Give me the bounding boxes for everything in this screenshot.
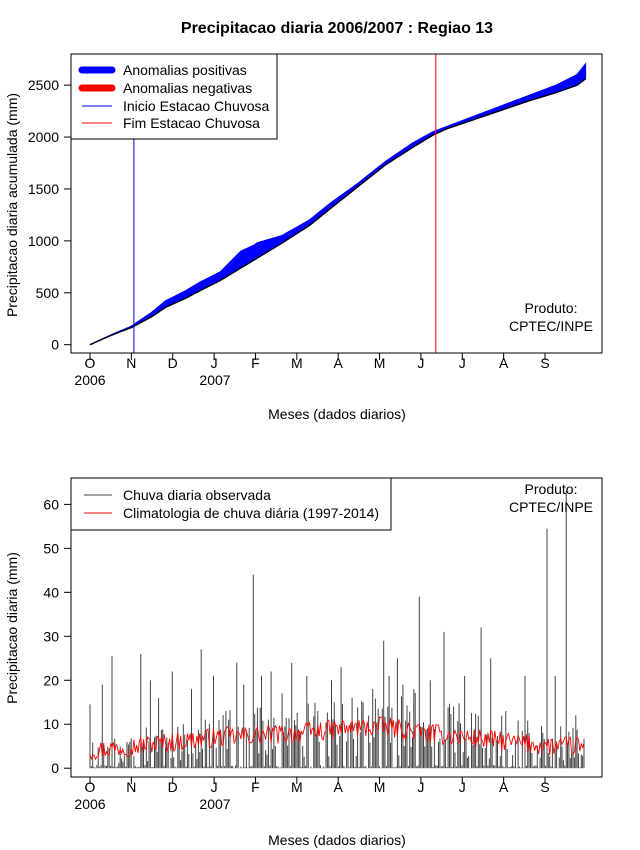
climatology-daily-line bbox=[89, 715, 585, 761]
legend-label-season-start: Inicio Estacao Chuvosa bbox=[123, 98, 270, 114]
bottom-y-tick-label: 20 bbox=[43, 672, 59, 688]
legend-label-climatology: Climatologia de chuva diária (1997-2014) bbox=[123, 505, 379, 521]
top-y-tick-label: 1000 bbox=[28, 233, 59, 249]
bottom-x-tick-label: A bbox=[499, 779, 509, 795]
bottom-y-tick-label: 30 bbox=[43, 628, 59, 644]
bottom-x-tick-label: F bbox=[251, 779, 260, 795]
bottom-x-tick-label: M bbox=[291, 779, 303, 795]
bottom-x-tick-label: N bbox=[126, 779, 136, 795]
bottom-x-tick-label: J bbox=[211, 779, 218, 795]
chart-title: Precipitacao diaria 2006/2007 : Regiao 1… bbox=[181, 20, 493, 37]
bottom-x-tick-label: J bbox=[417, 779, 424, 795]
bottom-y-tick-label: 50 bbox=[43, 540, 59, 556]
top-x-tick-label: N bbox=[126, 355, 136, 371]
top-year-2007: 2007 bbox=[199, 372, 230, 388]
bottom-x-tick-label: S bbox=[540, 779, 549, 795]
bottom-y-tick-label: 10 bbox=[43, 716, 59, 732]
legend-label-observed: Chuva diaria observada bbox=[123, 487, 271, 503]
top-x-tick-label: S bbox=[540, 355, 549, 371]
top-x-tick-label: M bbox=[374, 355, 386, 371]
top-legend: Anomalias positivas Anomalias negativas … bbox=[70, 53, 278, 140]
top-x-tick-label: M bbox=[291, 355, 303, 371]
bottom-product-label: Produto: bbox=[525, 481, 578, 497]
bottom-legend-box bbox=[70, 477, 392, 531]
top-y-tick-label: 1500 bbox=[28, 181, 59, 197]
top-x-tick-label: D bbox=[168, 355, 178, 371]
top-x-tick-label: J bbox=[211, 355, 218, 371]
top-y-axis-label: Precipitacao diaria acumulada (mm) bbox=[4, 93, 20, 317]
top-y-tick-label: 500 bbox=[36, 285, 60, 301]
bottom-x-axis-label: Meses (dados diarios) bbox=[268, 832, 406, 848]
bottom-legend: Chuva diaria observada Climatologia de c… bbox=[70, 477, 392, 531]
bottom-y-tick-label: 60 bbox=[43, 496, 59, 512]
legend-label-negative: Anomalias negativas bbox=[123, 80, 252, 96]
daily-rain-chart: O N D J F M A M J J A S 0 10 20 30 40 50 60 Precipitacao … bbox=[4, 477, 603, 848]
bottom-year-2006: 2006 bbox=[74, 796, 105, 812]
top-y-tick-label: 0 bbox=[51, 337, 59, 353]
accumulated-chart: O N D J F M A M J J A S 0 500 1000 1500 2000 2500 Precip… bbox=[4, 53, 603, 422]
top-x-tick-label: A bbox=[334, 355, 344, 371]
bottom-y-axis-label: Precipitacao diaria (mm) bbox=[4, 552, 20, 704]
bottom-x-tick-label: M bbox=[374, 779, 386, 795]
bottom-x-tick-label: J bbox=[459, 779, 466, 795]
legend-label-season-end: Fim Estacao Chuvosa bbox=[123, 115, 260, 131]
bottom-product-source: CPTEC/INPE bbox=[509, 499, 593, 515]
top-product-label: Produto: bbox=[525, 300, 578, 316]
bottom-x-tick-label: O bbox=[85, 779, 96, 795]
bottom-year-2007: 2007 bbox=[199, 796, 230, 812]
top-x-axis-label: Meses (dados diarios) bbox=[268, 406, 406, 422]
bottom-y-tick-label: 0 bbox=[51, 760, 59, 776]
top-year-2006: 2006 bbox=[74, 372, 105, 388]
top-x-tick-label: O bbox=[85, 355, 96, 371]
bottom-y-tick-label: 40 bbox=[43, 584, 59, 600]
top-x-tick-label: J bbox=[417, 355, 424, 371]
top-y-tick-label: 2500 bbox=[28, 77, 59, 93]
bottom-x-tick-label: D bbox=[168, 779, 178, 795]
top-x-tick-label: F bbox=[251, 355, 260, 371]
top-y-tick-label: 2000 bbox=[28, 129, 59, 145]
climatology-accumulated-line bbox=[89, 78, 586, 346]
bottom-x-tick-label: A bbox=[334, 779, 344, 795]
legend-label-positive: Anomalias positivas bbox=[123, 62, 247, 78]
top-product-source: CPTEC/INPE bbox=[509, 318, 593, 334]
top-x-tick-label: J bbox=[459, 355, 466, 371]
top-x-tick-label: A bbox=[499, 355, 509, 371]
